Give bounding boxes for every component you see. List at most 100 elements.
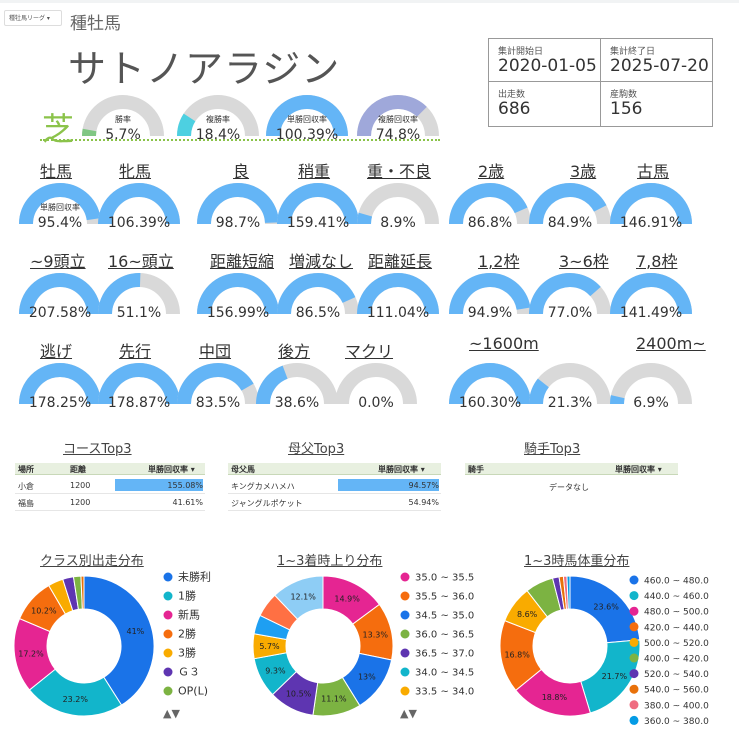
gauge-fill: [98, 273, 141, 315]
pie-slice[interactable]: [274, 575, 324, 620]
recovery-gauge: 94.9%: [449, 273, 531, 321]
gauge-value: 86.8%: [468, 215, 512, 231]
legend-swatch: [400, 572, 410, 582]
category-label: 2歳: [478, 162, 505, 181]
gauge-value: 8.9%: [380, 215, 416, 231]
start-date-label: 集計開始日: [498, 47, 544, 57]
pie-slice[interactable]: [566, 575, 571, 610]
legend-pager[interactable]: ▲▼: [400, 707, 417, 720]
runs-box: 出走数 686: [488, 81, 601, 127]
gauge-track: [357, 183, 439, 225]
table-row: 小倉 1200 155.08%: [15, 477, 205, 494]
table-header: 騎手 単勝回収率 ▾: [465, 463, 678, 475]
legend-swatch: [629, 637, 639, 647]
legend-label: 460.0 ~ 480.0: [644, 577, 709, 587]
horse-name-title: サトノアラジン: [68, 47, 341, 91]
rate-gauge: 単勝回収率 100.39%: [266, 95, 348, 143]
category-label: ~9頭立: [30, 252, 86, 271]
legend-pager[interactable]: ▲▼: [163, 707, 180, 720]
category-label: 牝馬: [119, 162, 152, 181]
gauge-value: 146.91%: [620, 215, 682, 231]
slice-label: 17.2%: [18, 649, 44, 658]
slice-label: 13%: [358, 673, 376, 682]
legend-label: 33.5 ~ 34.0: [415, 687, 474, 698]
gauge-fill: [277, 273, 356, 315]
cell-distance: 1200: [70, 498, 91, 507]
gauge-value: 0.0%: [358, 395, 394, 411]
header-bms: 母父馬: [231, 465, 255, 474]
gauge-fill: [98, 363, 180, 405]
end-date-label: 集計終了日: [610, 47, 656, 57]
legend-swatch: [629, 575, 639, 585]
gauge-fill: [357, 212, 373, 225]
gauge-fill: [277, 183, 359, 225]
gauge-fill: [357, 273, 439, 315]
gauge-value: 178.87%: [108, 395, 170, 411]
category-label: 16~頭立: [108, 252, 174, 271]
legend-label: 35.5 ~ 36.0: [415, 592, 474, 603]
header-rate[interactable]: 単勝回収率 ▾: [615, 465, 662, 474]
legend-swatch: [163, 610, 173, 620]
legend-swatch: [163, 686, 173, 696]
pie-slice[interactable]: [80, 575, 85, 610]
category-label: 3歳: [570, 162, 597, 181]
header-rate[interactable]: 単勝回収率 ▾: [378, 465, 425, 474]
course-top3-title: コースTop3: [63, 442, 132, 457]
gauge-track: [82, 95, 164, 137]
legend-swatch: [163, 648, 173, 658]
legend-swatch: [400, 648, 410, 658]
gauge-value: 21.3%: [548, 395, 592, 411]
recovery-gauge: 160.30%: [449, 363, 531, 411]
legend-swatch: [629, 606, 639, 616]
gauge-fill: [449, 183, 528, 225]
legend-label: 500.0 ~ 520.0: [644, 639, 709, 649]
end-date-value: 2025-07-20: [610, 56, 709, 76]
bms-top3-table: 母父馬 単勝回収率 ▾ キングカメハメハ 94.57% ジャングルポケット 54…: [228, 463, 441, 511]
recovery-gauge: 178.87%: [98, 363, 180, 411]
surface-label: 芝: [42, 110, 75, 148]
header-rate[interactable]: 単勝回収率 ▾: [148, 465, 195, 474]
legend-label: 480.0 ~ 500.0: [644, 608, 709, 618]
gauge-value: 178.25%: [29, 395, 91, 411]
legend-label: Ｇ３: [178, 666, 200, 679]
gauge-layer: 勝率 5.7% 複勝率 18.4% 単勝回収率 100.39% 複勝回収率 74.8% 単勝回収…: [19, 95, 692, 411]
category-label: 1,2枠: [478, 252, 520, 271]
header-distance: 距離: [70, 465, 86, 474]
recovery-gauge: 141.49%: [610, 273, 692, 321]
slice-label: 13.3%: [363, 630, 389, 639]
gauge-value: 5.7%: [105, 127, 141, 143]
slice-label: 5.7%: [259, 642, 280, 651]
recovery-gauge: 21.3%: [529, 363, 611, 411]
pie-slice[interactable]: [83, 575, 155, 706]
legend-label: 新馬: [178, 608, 200, 622]
gauge-value: 95.4%: [38, 215, 82, 231]
jockey-top3-title: 騎手Top3: [524, 442, 581, 457]
slice-label: 18.8%: [542, 693, 568, 702]
gauge-value: 86.5%: [296, 305, 340, 321]
rate-gauge: 複勝回収率 74.8%: [357, 95, 439, 143]
gauge-value: 94.9%: [468, 305, 512, 321]
foals-label: 産駒数: [610, 90, 638, 100]
legend-swatch: [400, 610, 410, 620]
foals-value: 156: [610, 99, 643, 119]
gauge-value: 98.7%: [216, 215, 260, 231]
rate-gauge: 勝率 5.7%: [82, 95, 164, 143]
cell-rate: 94.57%: [408, 481, 439, 490]
category-label: 逃げ: [40, 342, 73, 361]
legend-label: 380.0 ~ 400.0: [644, 701, 709, 711]
cell-rate: 155.08%: [167, 481, 203, 490]
gauge-value: 207.58%: [29, 305, 91, 321]
recovery-gauge: 207.58%: [19, 273, 101, 321]
donut-chart: 23.6% 21.7% 18.8% 16.8% 8.6% 460.0 ~ 480.0 440…: [499, 575, 709, 727]
legend-label: 1勝: [178, 589, 196, 603]
jockey-top3-table: 騎手 単勝回収率 ▾ データなし: [465, 463, 678, 493]
category-label: 牡馬: [40, 162, 73, 181]
page-select-dropdown[interactable]: 種牡馬リーグ ▾: [4, 10, 62, 26]
gauge-fill: [19, 273, 101, 315]
slice-label: 21.7%: [602, 672, 628, 681]
start-date-value: 2020-01-05: [498, 56, 597, 76]
slice-label: 16.8%: [504, 650, 530, 659]
recovery-gauge: 51.1%: [98, 273, 180, 321]
legend-label: 360.0 ~ 380.0: [644, 717, 709, 727]
